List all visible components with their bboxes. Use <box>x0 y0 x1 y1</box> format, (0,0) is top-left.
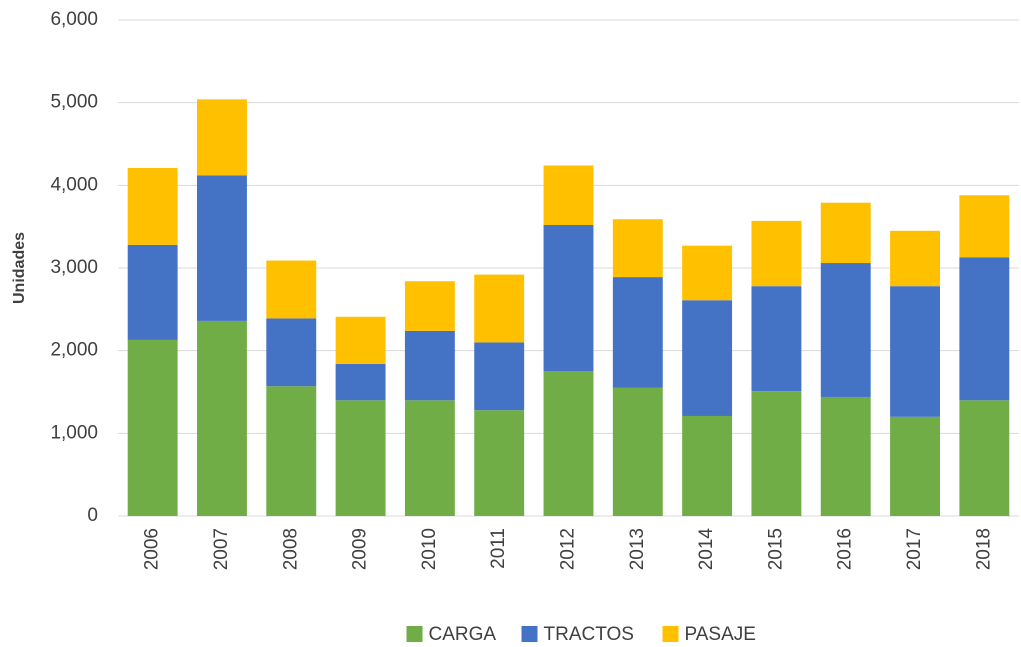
bar-segment <box>612 277 663 388</box>
x-tick-label: 2014 <box>696 528 717 571</box>
bar-segment <box>959 257 1010 401</box>
bar-segment <box>404 400 455 516</box>
legend-swatch <box>406 626 423 642</box>
bar-segment <box>474 274 525 343</box>
y-tick-label: 6,000 <box>50 9 98 30</box>
bar-segment <box>820 396 871 516</box>
bar-segment <box>751 391 802 516</box>
x-tick-label: 2007 <box>211 528 232 570</box>
bar-segment <box>404 281 455 331</box>
bar-segment <box>682 415 733 516</box>
x-tick-label: 2013 <box>627 528 648 570</box>
y-tick-label: 0 <box>87 505 98 526</box>
legend-swatch <box>521 626 538 642</box>
bar-segment <box>820 263 871 397</box>
bar-segment <box>543 165 594 226</box>
x-tick-label: 2006 <box>142 528 163 570</box>
bar-segment <box>612 387 663 516</box>
bar-segment <box>266 386 317 516</box>
bar-segment <box>890 230 940 287</box>
bar-segment <box>335 316 386 364</box>
bar-segment <box>959 400 1010 516</box>
legend-label: PASAJE <box>685 624 756 645</box>
x-tick-label: 2010 <box>419 528 440 570</box>
x-tick-label: 2018 <box>973 528 994 570</box>
bar-segment <box>335 400 386 516</box>
bar-segment <box>682 300 733 416</box>
legend-label: TRACTOS <box>544 624 634 645</box>
bar-segment <box>820 202 871 264</box>
bar-segment <box>890 286 940 417</box>
bar-segment <box>682 245 733 301</box>
x-tick-label: 2016 <box>835 528 856 570</box>
bar-segment <box>543 225 594 372</box>
x-tick-label: 2015 <box>765 528 786 570</box>
bar-segment <box>959 195 1010 258</box>
y-tick-label: 1,000 <box>50 422 98 443</box>
bar-segment <box>890 416 940 516</box>
y-tick-label: 5,000 <box>50 92 98 113</box>
bar-segment <box>127 244 178 340</box>
x-tick-label: 2011 <box>488 528 509 569</box>
legend-label: CARGA <box>429 624 497 645</box>
bar-segment <box>127 167 178 245</box>
bar-segment <box>266 318 317 387</box>
y-tick-label: 3,000 <box>50 257 98 278</box>
bar-segment <box>543 371 594 516</box>
bar-segment <box>474 342 525 411</box>
x-tick-label: 2008 <box>280 528 301 570</box>
bar-segment <box>197 175 247 321</box>
bar-segment <box>266 260 317 319</box>
bar-segment <box>197 320 247 516</box>
bar-segment <box>127 339 178 516</box>
bar-segment <box>751 286 802 392</box>
bar-segment <box>612 219 663 278</box>
bar-segment <box>751 220 802 287</box>
x-tick-label: 2009 <box>350 528 371 570</box>
bar-segment <box>335 363 386 401</box>
bar-segment <box>474 410 525 516</box>
y-tick-label: 4,000 <box>50 174 98 195</box>
x-tick-label: 2017 <box>904 528 925 570</box>
y-tick-label: 2,000 <box>50 340 98 361</box>
bar-segment <box>404 330 455 401</box>
x-tick-label: 2012 <box>558 528 579 570</box>
y-axis-label: Unidades <box>11 232 28 304</box>
bar-segment <box>197 99 247 176</box>
legend-swatch <box>662 626 679 642</box>
